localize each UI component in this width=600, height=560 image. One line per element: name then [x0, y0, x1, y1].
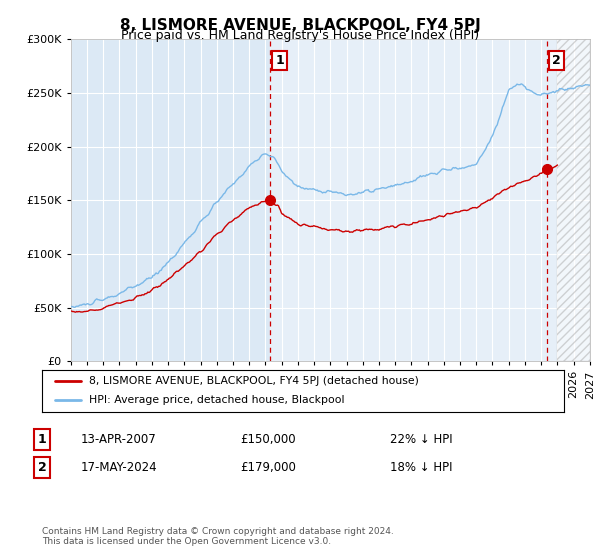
Text: 22% ↓ HPI: 22% ↓ HPI	[390, 433, 452, 446]
Bar	[270, 39, 590, 361]
Text: Contains HM Land Registry data © Crown copyright and database right 2024.
This d: Contains HM Land Registry data © Crown c…	[42, 526, 394, 546]
Text: 18% ↓ HPI: 18% ↓ HPI	[390, 461, 452, 474]
Text: 8, LISMORE AVENUE, BLACKPOOL, FY4 5PJ (detached house): 8, LISMORE AVENUE, BLACKPOOL, FY4 5PJ (d…	[89, 376, 419, 386]
Text: £150,000: £150,000	[240, 433, 296, 446]
Text: 8, LISMORE AVENUE, BLACKPOOL, FY4 5PJ: 8, LISMORE AVENUE, BLACKPOOL, FY4 5PJ	[119, 18, 481, 33]
Text: 2: 2	[38, 461, 46, 474]
Text: 13-APR-2007: 13-APR-2007	[81, 433, 157, 446]
Text: 1: 1	[38, 433, 46, 446]
Text: 17-MAY-2024: 17-MAY-2024	[81, 461, 158, 474]
Text: £179,000: £179,000	[240, 461, 296, 474]
Text: HPI: Average price, detached house, Blackpool: HPI: Average price, detached house, Blac…	[89, 395, 344, 405]
Text: 1: 1	[275, 54, 284, 67]
Text: Price paid vs. HM Land Registry's House Price Index (HPI): Price paid vs. HM Land Registry's House …	[121, 29, 479, 42]
Bar	[557, 39, 590, 361]
Text: 2: 2	[552, 54, 561, 67]
